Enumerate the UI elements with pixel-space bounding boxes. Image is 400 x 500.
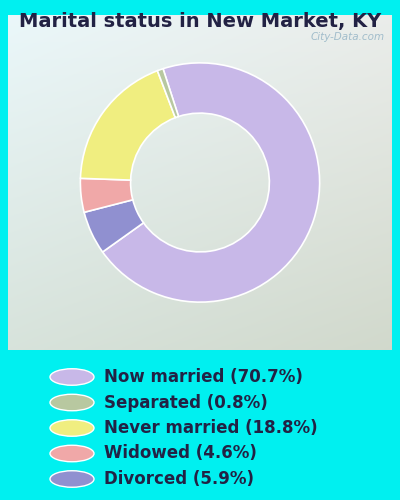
Circle shape [50,446,94,462]
Text: City-Data.com: City-Data.com [310,32,384,42]
Wedge shape [158,68,178,117]
Text: Marital status in New Market, KY: Marital status in New Market, KY [19,12,381,32]
Wedge shape [84,200,144,252]
Circle shape [50,369,94,385]
Circle shape [50,420,94,436]
Circle shape [50,394,94,411]
Wedge shape [80,178,133,212]
Wedge shape [102,63,320,302]
Text: Now married (70.7%): Now married (70.7%) [104,368,303,386]
Circle shape [50,471,94,487]
Wedge shape [80,70,175,180]
Text: Divorced (5.9%): Divorced (5.9%) [104,470,254,488]
Text: Separated (0.8%): Separated (0.8%) [104,394,268,411]
Text: Never married (18.8%): Never married (18.8%) [104,419,318,437]
Text: Widowed (4.6%): Widowed (4.6%) [104,444,257,462]
